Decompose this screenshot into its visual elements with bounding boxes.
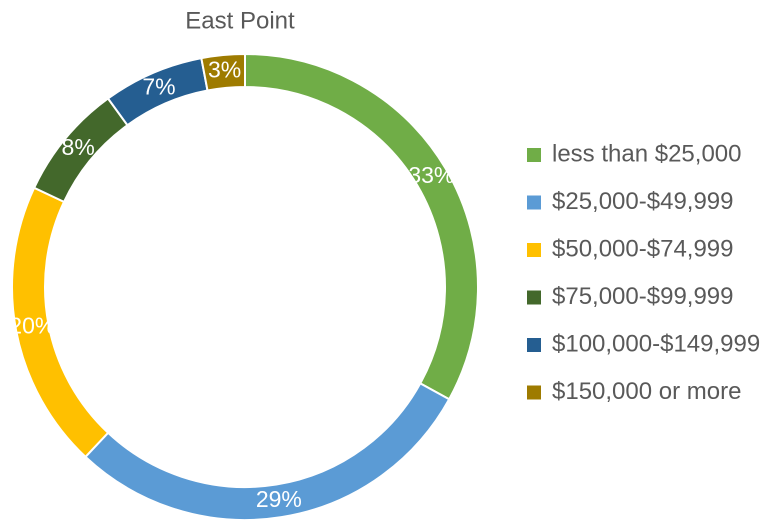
data-label: 33% [408,162,454,188]
legend-swatch [527,243,541,257]
data-label: 29% [256,486,302,512]
legend-swatch [527,338,541,352]
legend-label: $150,000 or more [552,378,741,405]
legend-label: $100,000-$149,999 [552,330,760,357]
chart-title: East Point [185,7,295,34]
legend-swatch [527,148,541,162]
slice [200,52,246,92]
legend-label: less than $25,000 [552,140,741,167]
data-label: 20% [9,313,55,339]
legend-swatch [527,290,541,305]
legend-swatch [527,195,541,210]
legend-label: $75,000-$99,999 [552,283,734,310]
data-label: 8% [62,134,95,160]
legend-swatch [527,385,541,400]
legend-label: $25,000-$49,999 [552,188,734,215]
data-label: 7% [142,73,175,99]
slice [244,52,479,401]
legend-label: $50,000-$74,999 [552,235,734,262]
data-label: 3% [208,57,241,83]
